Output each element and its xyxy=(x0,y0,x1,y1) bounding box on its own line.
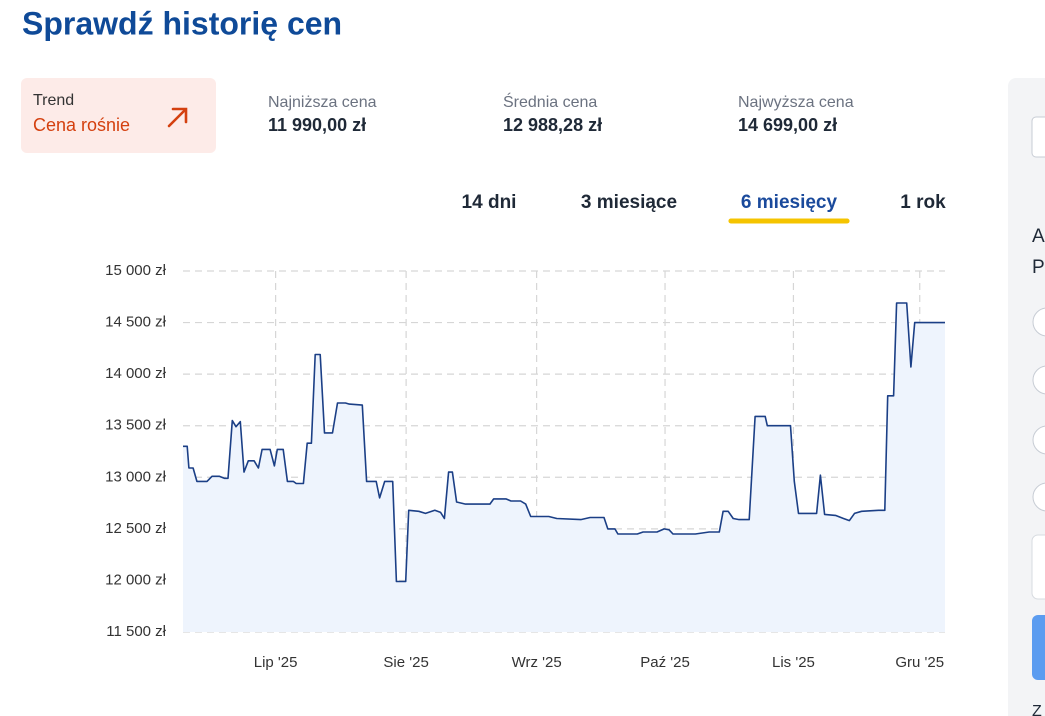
y-tick-label: 14 000 zł xyxy=(105,365,167,382)
sidebar-radio[interactable] xyxy=(1032,425,1045,455)
x-tick-label: Lip '25 xyxy=(254,654,298,671)
y-tick-label: 13 500 zł xyxy=(105,417,167,434)
sidebar-text: A xyxy=(1032,226,1045,247)
price-area xyxy=(183,303,945,632)
price-line xyxy=(183,302,945,583)
x-tick-label: Paź '25 xyxy=(640,654,690,671)
range-tab[interactable]: 14 dni xyxy=(462,192,517,213)
stat-value: 14 699,00 zł xyxy=(738,115,837,135)
y-tick-label: 15 000 zł xyxy=(105,262,167,279)
trend-arrow xyxy=(167,107,188,128)
trend-label: Trend xyxy=(33,92,74,109)
stat-value: 12 988,28 zł xyxy=(503,115,602,135)
y-tick-label: 14 500 zł xyxy=(105,314,167,331)
stat-label: Średnia cena xyxy=(503,92,597,111)
sidebar-button[interactable] xyxy=(1032,615,1045,680)
trend-box xyxy=(21,78,216,153)
y-tick-label: 12 500 zł xyxy=(105,520,167,537)
x-tick-label: Wrz '25 xyxy=(512,654,562,671)
trend-value: Cena rośnie xyxy=(33,115,130,135)
sidebar-radio[interactable] xyxy=(1032,307,1045,337)
x-tick-label: Gru '25 xyxy=(895,654,944,671)
range-tab[interactable]: 1 rok xyxy=(900,192,946,213)
sidebar-radio[interactable] xyxy=(1032,365,1045,395)
x-tick-label: Sie '25 xyxy=(383,654,428,671)
page-title: Sprawdź historię cen xyxy=(22,5,342,41)
sidebar-radio[interactable] xyxy=(1032,482,1045,512)
y-tick-label: 12 000 zł xyxy=(105,571,167,588)
sidebar-icon xyxy=(1031,116,1045,158)
y-tick-label: 11 500 zł xyxy=(106,623,166,640)
stat-value: 11 990,00 zł xyxy=(268,115,366,135)
sidebar-footer: Z xyxy=(1032,703,1042,716)
range-tab[interactable]: 3 miesiące xyxy=(581,192,677,213)
y-tick-label: 13 000 zł xyxy=(105,468,167,485)
sidebar-input[interactable] xyxy=(1031,534,1045,600)
range-tab[interactable]: 6 miesięcy xyxy=(741,192,838,213)
stat-label: Najniższa cena xyxy=(268,94,377,111)
stat-label: Najwyższa cena xyxy=(738,94,854,111)
sidebar-text: P xyxy=(1032,257,1045,278)
x-tick-label: Lis '25 xyxy=(772,654,815,671)
